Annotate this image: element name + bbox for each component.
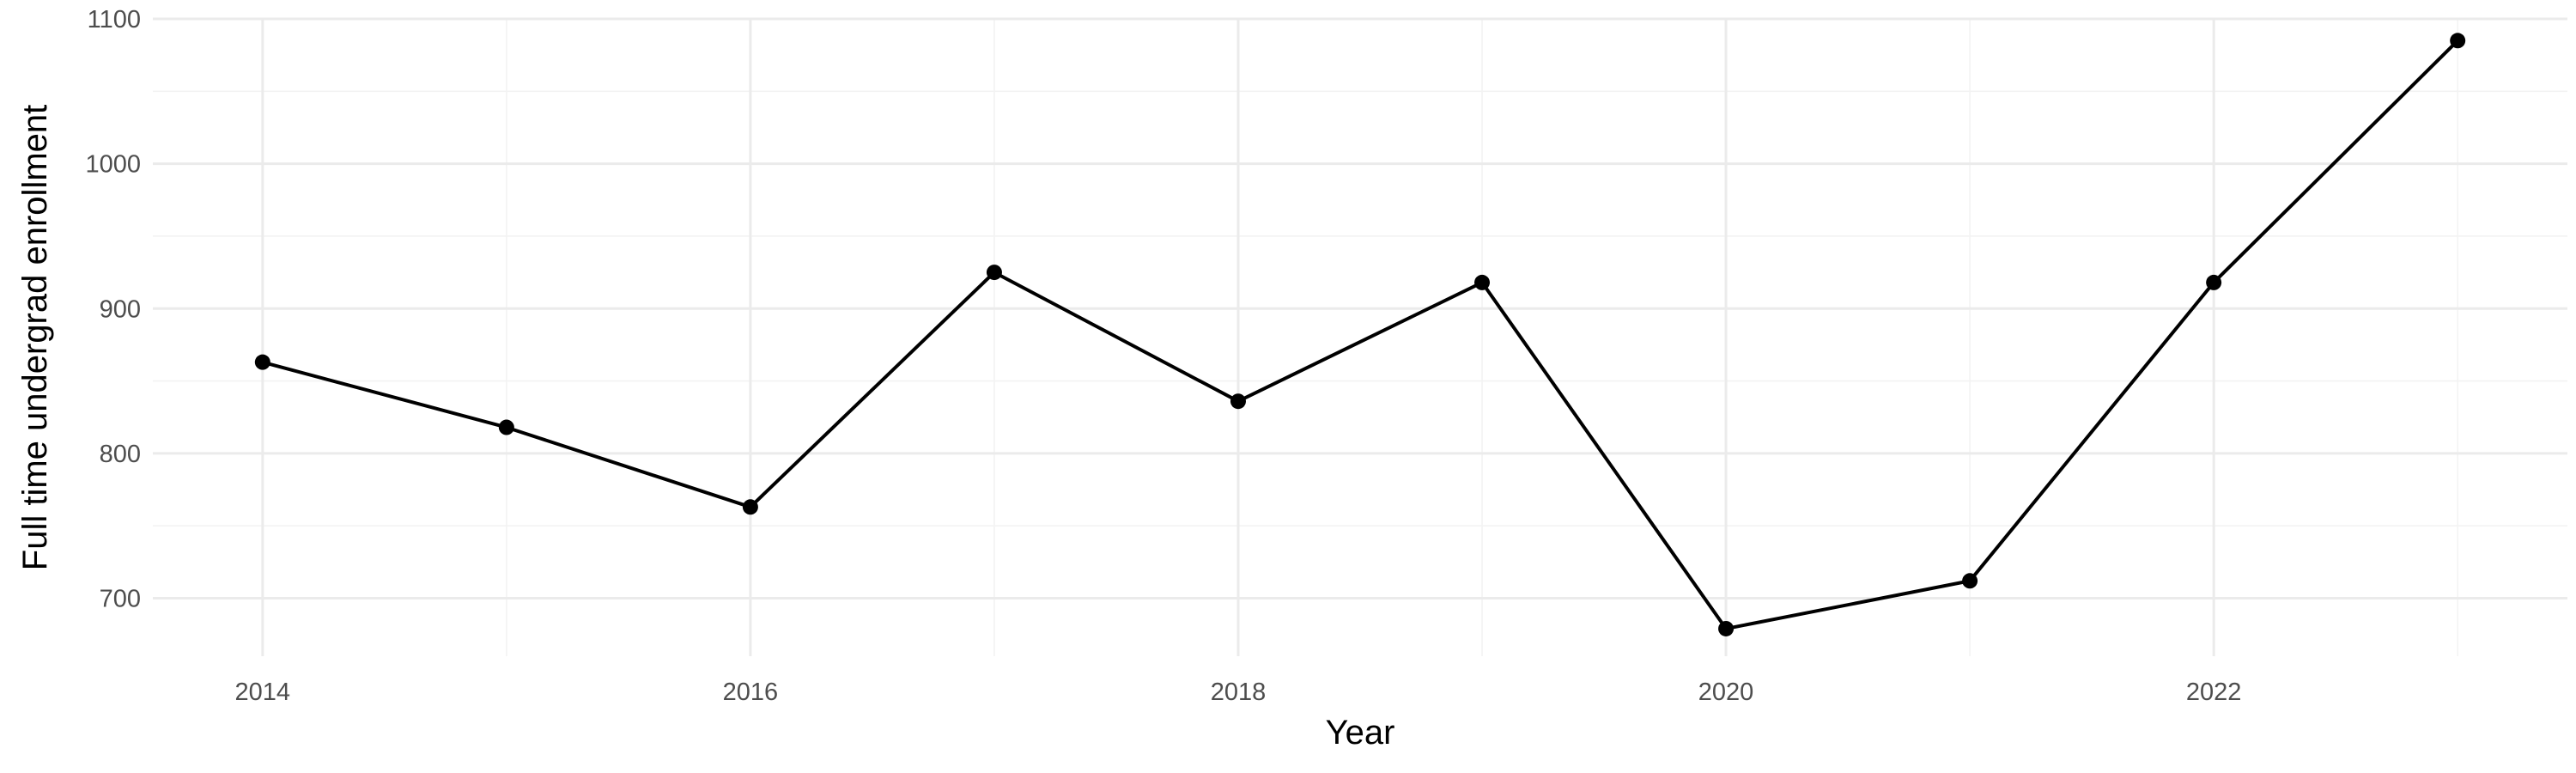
x-tick-label: 2020: [1698, 679, 1754, 706]
series-line: [262, 39, 2459, 630]
x-tick-label: 2018: [1211, 679, 1267, 706]
data-point: [2450, 33, 2466, 49]
data-point: [1962, 573, 1978, 589]
data-point: [742, 499, 758, 515]
x-tick-label: 2016: [723, 679, 779, 706]
x-axis-title: Year: [1326, 714, 1395, 752]
y-axis-tick-labels: 700 800 900 1000 1100: [85, 6, 141, 613]
data-point: [1474, 274, 1491, 290]
y-tick-label: 1000: [85, 151, 141, 179]
y-tick-label: 900: [100, 295, 141, 323]
data-point: [986, 265, 1002, 281]
data-point: [2206, 274, 2222, 290]
data-point: [254, 354, 270, 370]
y-tick-label: 700: [100, 586, 141, 613]
x-tick-label: 2014: [235, 679, 291, 706]
y-axis-title: Full time undergrad enrollment: [16, 105, 54, 570]
y-tick-label: 1100: [88, 6, 141, 33]
series-layer: [254, 33, 2466, 636]
x-axis-tick-labels: 2014 2016 2018 2020 2022: [235, 679, 2242, 706]
data-point: [1718, 620, 1735, 636]
data-point: [1230, 393, 1246, 410]
major-gridlines: [153, 17, 2567, 656]
data-point: [498, 419, 514, 435]
minor-gridlines: [153, 19, 2567, 656]
x-tick-label: 2022: [2186, 679, 2242, 706]
y-tick-label: 800: [100, 441, 141, 468]
